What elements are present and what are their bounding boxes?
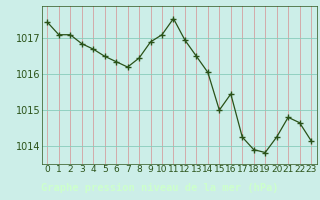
Text: Graphe pression niveau de la mer (hPa): Graphe pression niveau de la mer (hPa)	[41, 183, 279, 193]
